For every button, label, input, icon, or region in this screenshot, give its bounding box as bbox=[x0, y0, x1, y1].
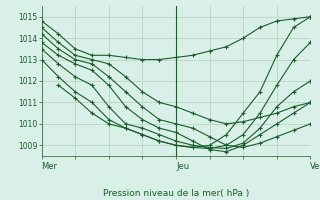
Text: Jeu: Jeu bbox=[176, 162, 189, 171]
Text: Ven: Ven bbox=[310, 162, 320, 171]
Text: Pression niveau de la mer( hPa ): Pression niveau de la mer( hPa ) bbox=[103, 189, 249, 198]
Text: Mer: Mer bbox=[42, 162, 58, 171]
